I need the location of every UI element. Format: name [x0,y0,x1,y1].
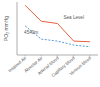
x-tick [25,55,26,57]
series-annotation: Sea Level [63,15,83,20]
x-tick [73,55,74,57]
y-axis-label: PO₂ mmHg [3,16,9,41]
series-line [25,5,90,41]
x-tick [41,55,42,57]
plot-area [25,5,90,46]
series-line [25,26,90,47]
x-axis [17,55,98,56]
chart: PO₂ mmHgInspired AirAlveolar AirArterial… [0,0,100,87]
x-tick-label: Venous blood [68,55,92,76]
y-axis [17,2,18,55]
x-tick [57,55,58,57]
series-annotation: 4540m [24,30,38,35]
x-tick [89,55,90,57]
